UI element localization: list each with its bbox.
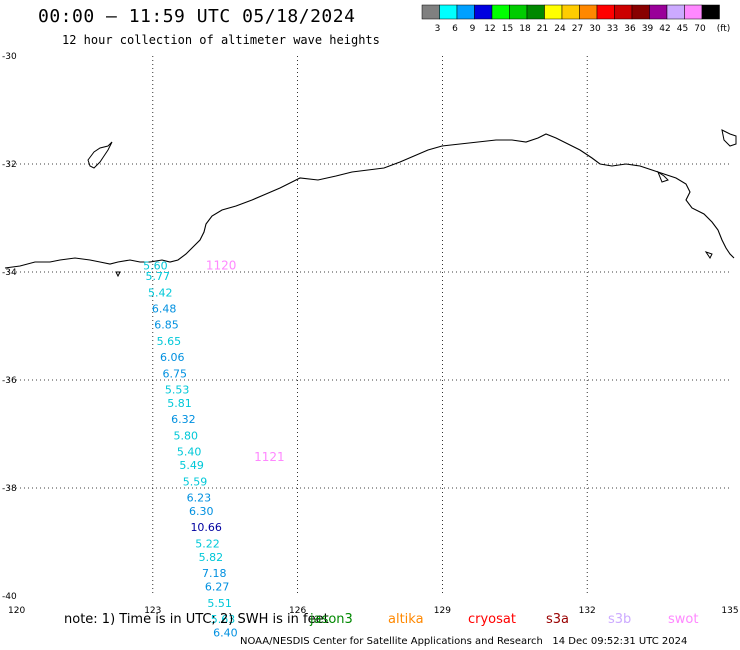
- swh-value: 5.81: [167, 397, 192, 410]
- legend-label: 33: [607, 24, 618, 34]
- legend-label: 24: [554, 24, 566, 34]
- legend-label: 36: [624, 24, 636, 34]
- legend-swatch: [561, 4, 580, 20]
- legend-swatch: [684, 4, 703, 20]
- lon-tick-label: 132: [579, 606, 596, 616]
- legend-swatch: [631, 4, 650, 20]
- legend-swatch: [544, 4, 563, 20]
- satellite-jason3: jason3: [310, 612, 353, 627]
- lat-tick-label: -38: [2, 484, 17, 494]
- lat-tick-label: -32: [2, 160, 17, 170]
- swh-value: 6.85: [154, 319, 179, 332]
- swh-value: 6.75: [162, 367, 187, 380]
- swh-value: 5.63: [211, 613, 236, 626]
- satellite-swot: swot: [668, 612, 699, 627]
- swh-value: 5.65: [157, 335, 182, 348]
- lon-tick-label: 120: [8, 606, 25, 616]
- swh-value: 5.80: [174, 429, 199, 442]
- satellite-s3a: s3a: [546, 612, 570, 627]
- legend-swatch: [474, 4, 493, 20]
- swh-value: 6.48: [152, 303, 177, 316]
- coastline: [4, 129, 737, 278]
- legend-swatch: [614, 4, 633, 20]
- legend-swatch: [491, 4, 510, 20]
- swh-value: 6.27: [205, 581, 230, 594]
- legend-swatch: [649, 4, 668, 20]
- legend-swatch: [666, 4, 685, 20]
- pass-label: 1120: [206, 258, 237, 272]
- legend-swatch: [526, 4, 545, 20]
- satellite-s3b: s3b: [608, 612, 632, 627]
- legend-label: 3: [435, 24, 441, 34]
- legend-swatch: [701, 4, 720, 20]
- coastline-spit: [115, 271, 121, 278]
- footer-credit: NOAA/NESDIS Center for Satellite Applica…: [240, 636, 687, 647]
- lon-tick-label: 126: [289, 606, 306, 616]
- pass-label: 1121: [254, 450, 285, 464]
- swh-value: 5.59: [183, 475, 208, 488]
- legend-label: 42: [659, 24, 670, 34]
- swh-track: 5.605.77 5.42 6.48 6.85 5.65 6.06 6.75 5.535.81…: [143, 259, 237, 639]
- satellite-altika: altika: [388, 612, 424, 627]
- swh-value: 5.42: [148, 286, 173, 299]
- swh-value: 5.82: [199, 551, 224, 564]
- legend-label: 70: [694, 24, 706, 34]
- legend-unit: (ft): [717, 24, 731, 34]
- coastline-island-west: [87, 141, 113, 169]
- map-frame: [8, 56, 732, 596]
- legend-label: 18: [519, 24, 531, 34]
- map-subtitle: 12 hour collection of altimeter wave hei…: [62, 33, 380, 47]
- color-legend: 3 6 9 12 15 18 21 24 27 30 33 36 39 42 45 70 (ft): [421, 4, 731, 34]
- satellite-cryosat: cryosat: [468, 612, 516, 627]
- coastline-island-south: [704, 251, 713, 259]
- swh-value: 6.40: [213, 627, 238, 640]
- legend-swatch: [456, 4, 475, 20]
- lat-tick-label: -36: [2, 376, 17, 386]
- lat-tick-label: -30: [2, 52, 17, 62]
- swh-value: 5.49: [179, 459, 204, 472]
- footer-note: note: 1) Time is in UTC; 2) SWH is in fe…: [64, 612, 329, 627]
- swh-value: 6.23: [187, 492, 212, 505]
- swh-value: 5.40: [177, 446, 202, 459]
- coastline-island-kangaroo: [656, 170, 669, 183]
- swh-value: 6.30: [189, 505, 214, 518]
- legend-swatch: [439, 4, 458, 20]
- lon-tick-label: 135: [721, 606, 738, 616]
- legend-label: 9: [470, 24, 476, 34]
- coastline-island-east: [721, 129, 737, 147]
- swh-value: 5.51: [207, 597, 232, 610]
- credit-text: NOAA/NESDIS Center for Satellite Applica…: [240, 636, 543, 647]
- lon-tick-label: 129: [434, 606, 451, 616]
- legend-label: 12: [484, 24, 495, 34]
- map-title: 00:00 – 11:59 UTC 05/18/2024: [38, 6, 356, 27]
- legend-swatch: [579, 4, 598, 20]
- swh-value: 5.77: [146, 270, 171, 283]
- legend-swatch: [509, 4, 528, 20]
- legend-label: 21: [537, 24, 548, 34]
- legend-label: 6: [452, 24, 458, 34]
- lat-tick-label: -40: [2, 592, 17, 602]
- swh-value: 10.66: [190, 521, 222, 534]
- legend-label: 45: [677, 24, 688, 34]
- legend-label: 15: [502, 24, 513, 34]
- lon-tick-label: 123: [144, 606, 161, 616]
- pass-labels: 1120 1121: [206, 258, 285, 464]
- legend-swatch: [596, 4, 615, 20]
- swh-value: 5.53: [165, 384, 190, 397]
- legend-label: 30: [589, 24, 601, 34]
- lat-lon-grid: 120 123 126 129 132 135 -30 -32 -34 -36 -38 -40: [2, 52, 739, 616]
- swh-value: 5.60: [143, 259, 168, 272]
- coastline-mainland: [4, 133, 735, 269]
- credit-timestamp: 14 Dec 09:52:31 UTC 2024: [552, 636, 688, 647]
- legend-swatch: [421, 4, 440, 20]
- swh-value: 6.06: [160, 351, 185, 364]
- lat-tick-label: -34: [2, 268, 17, 278]
- legend-label: 39: [642, 24, 654, 34]
- swh-value: 6.32: [171, 413, 196, 426]
- swh-value: 5.22: [195, 537, 220, 550]
- legend-label: 27: [572, 24, 583, 34]
- swh-value: 7.18: [202, 567, 227, 580]
